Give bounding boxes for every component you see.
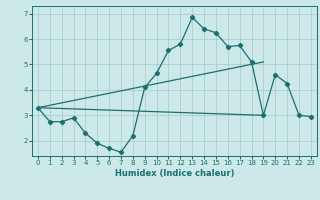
- X-axis label: Humidex (Indice chaleur): Humidex (Indice chaleur): [115, 169, 234, 178]
